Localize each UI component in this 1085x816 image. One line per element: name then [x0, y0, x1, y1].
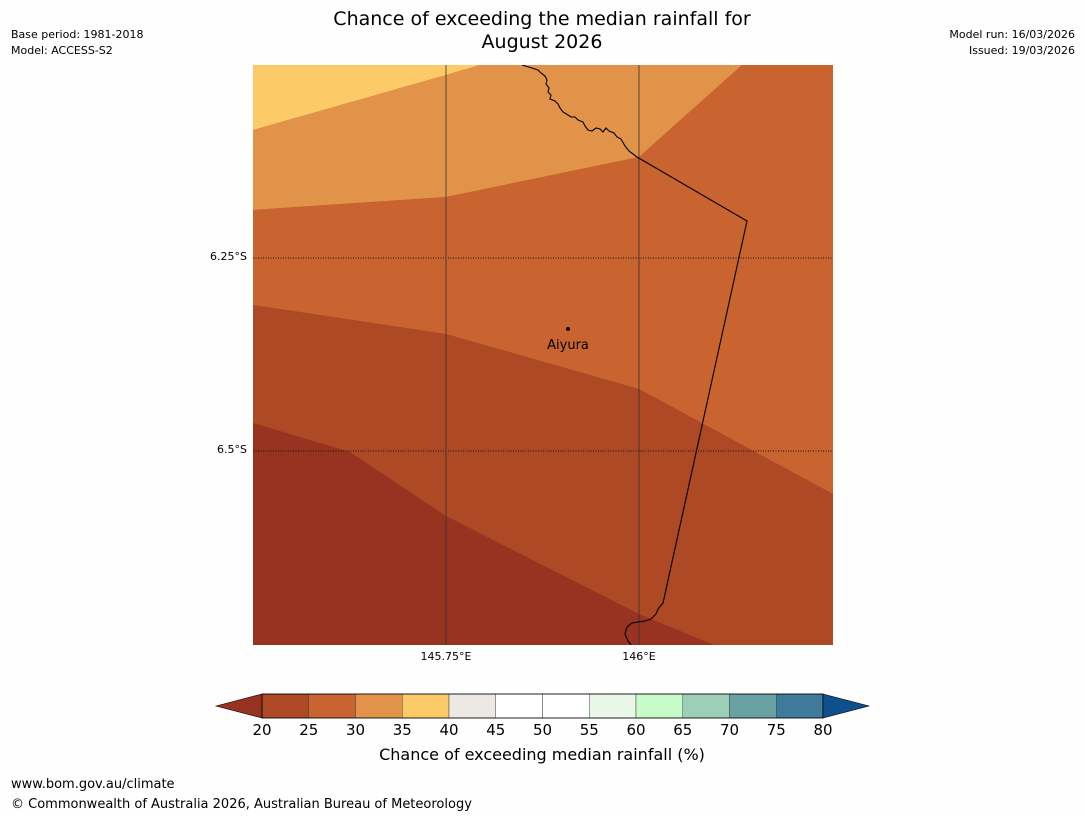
- map-title: Chance of exceeding the median rainfall …: [242, 8, 842, 54]
- colorbar-tick-label: 55: [580, 721, 599, 739]
- colorbar-bin-45-50: [495, 693, 543, 719]
- colorbar-ticks: 20 25 30 35 40 45 50 55 60 65 70 75 80: [252, 721, 832, 739]
- colorbar-tick-label: 25: [299, 721, 318, 739]
- colorbar-tick-label: 50: [533, 721, 552, 739]
- zone-35-40: [253, 65, 742, 210]
- colorbar-extend-low: [214, 693, 263, 719]
- colorbar-bins: [261, 693, 824, 719]
- colorbar-tick-label: 80: [813, 721, 832, 739]
- place-label: Aiyura: [547, 338, 589, 353]
- colorbar-tick-label: 65: [673, 721, 692, 739]
- model-run: Model run: 16/03/2026: [949, 28, 1075, 41]
- zone-30-35: [253, 65, 833, 494]
- meta-right: Model run: 16/03/2026 Issued: 19/03/2026: [949, 27, 1075, 59]
- border-line: [521, 65, 748, 645]
- lat-label-6-5: 6.5°S: [217, 443, 247, 456]
- colorbar-tick-label: 30: [346, 721, 365, 739]
- lat-gridlines: [253, 257, 833, 452]
- colorbar-bin-75-80: [776, 693, 824, 719]
- lon-label-146: 146°E: [622, 650, 656, 663]
- footer-link[interactable]: www.bom.gov.au/climate: [11, 777, 175, 792]
- colorbar-tick-label: 40: [439, 721, 458, 739]
- colorbar-tick-label: 75: [767, 721, 786, 739]
- colorbar-bin-25-30: [308, 693, 356, 719]
- colorbar-bin-35-40: [402, 693, 450, 719]
- map-area: [253, 65, 833, 645]
- colorbar-tick-label: 20: [252, 721, 271, 739]
- model-name: Model: ACCESS-S2: [11, 44, 113, 57]
- colorbar-title: Chance of exceeding median rainfall (%): [379, 745, 705, 764]
- colorbar-bin-50-55: [542, 693, 590, 719]
- colorbar-tick-label: 45: [486, 721, 505, 739]
- colorbar-bin-40-45: [448, 693, 496, 719]
- colorbar-tick-label: 35: [393, 721, 412, 739]
- colorbar-bin-55-60: [589, 693, 637, 719]
- colorbar-tick-label: 70: [720, 721, 739, 739]
- zone-40-45: [253, 65, 480, 130]
- title-line-2: August 2026: [481, 31, 603, 53]
- colorbar-bin-60-65: [635, 693, 683, 719]
- footer-copyright: © Commonwealth of Australia 2026, Austra…: [11, 797, 472, 812]
- zone-25-30: [253, 305, 833, 645]
- colorbar-tick-label: 60: [626, 721, 645, 739]
- colorbar-bin-20-25: [261, 693, 309, 719]
- colorbar-bin-70-75: [729, 693, 777, 719]
- lon-gridlines: [445, 65, 640, 645]
- colorbar: 20 25 30 35 40 45 50 55 60 65 70 75 80: [214, 693, 871, 739]
- colorbar-bin-30-35: [355, 693, 403, 719]
- meta-left: Base period: 1981-2018 Model: ACCESS-S2: [11, 27, 143, 59]
- colorbar-extend-high: [822, 693, 871, 719]
- title-line-1: Chance of exceeding the median rainfall …: [333, 8, 751, 30]
- place-marker-icon: [566, 327, 570, 331]
- footer: www.bom.gov.au/climate © Commonwealth of…: [11, 775, 472, 815]
- lat-label-6-25: 6.25°S: [210, 250, 247, 263]
- base-period: Base period: 1981-2018: [11, 28, 144, 41]
- colorbar-bin-65-70: [682, 693, 730, 719]
- issued-date: Issued: 19/03/2026: [968, 44, 1075, 57]
- lon-label-145-75: 145.75°E: [420, 650, 472, 663]
